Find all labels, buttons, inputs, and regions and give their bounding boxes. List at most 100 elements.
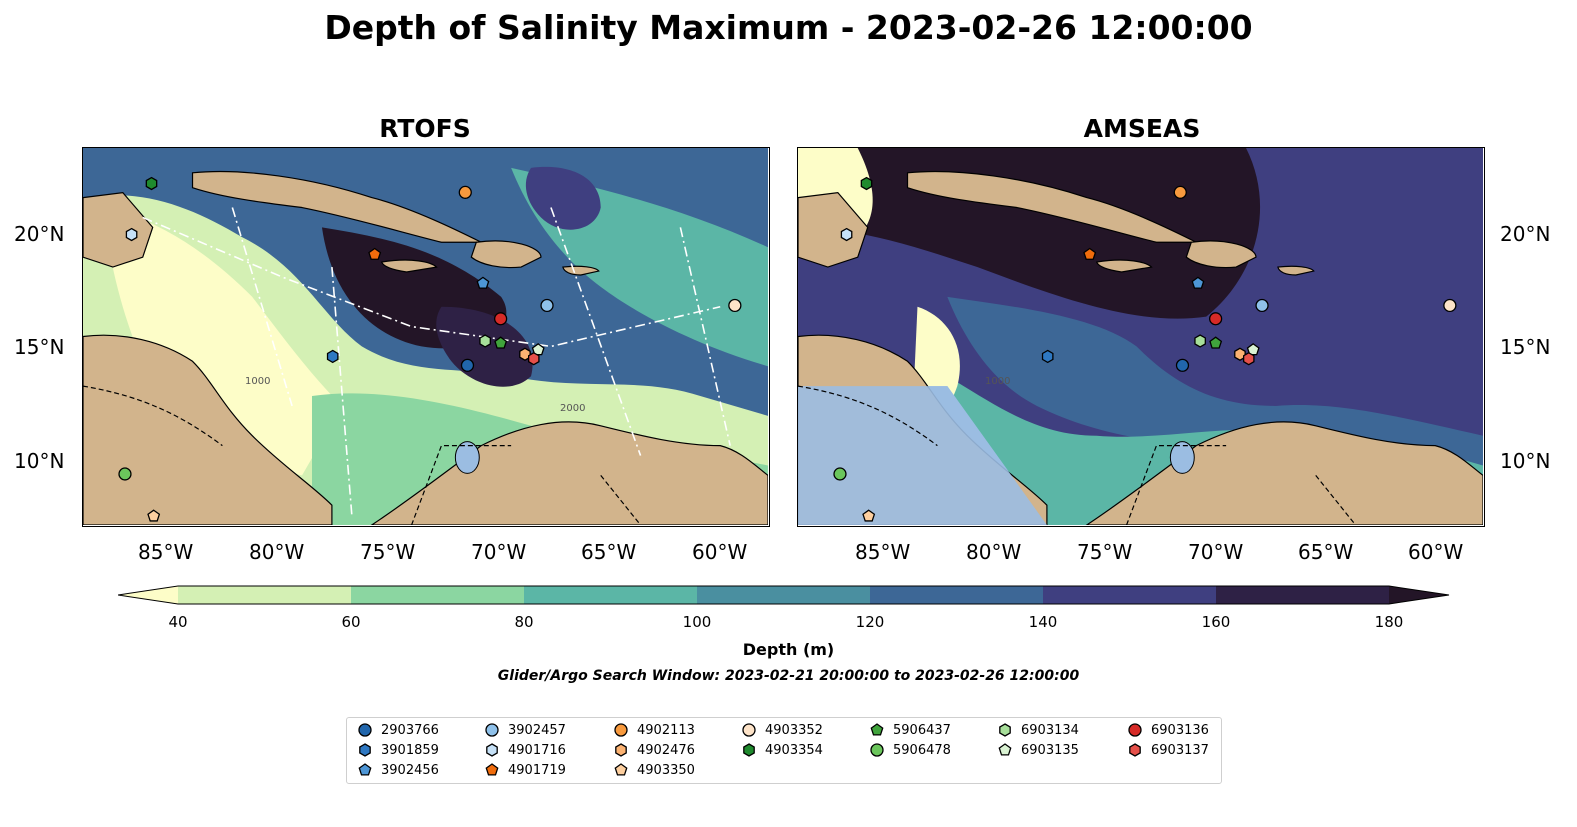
- lon-tick-60w: 60°W: [692, 540, 748, 564]
- land-hispaniola: [1185, 240, 1257, 269]
- lat-tick-15n-right: 15°N: [1500, 335, 1551, 359]
- float-marker-3902456: [476, 276, 490, 289]
- lat-tick-20n-right: 20°N: [1500, 222, 1551, 246]
- land-puerto-rico: [1277, 265, 1315, 276]
- colorbar-title: Depth (m): [742, 640, 835, 659]
- country-boundaries: [798, 385, 1357, 525]
- colorbar-tick: 100: [682, 613, 712, 631]
- legend-label: 4903354: [765, 742, 823, 758]
- land-yucatan: [798, 192, 869, 268]
- legend-label: 6903137: [1151, 742, 1209, 758]
- figure-title: Depth of Salinity Maximum - 2023-02-26 1…: [324, 8, 1253, 47]
- legend-label: 4901719: [508, 762, 566, 778]
- float-marker-5906478: [118, 467, 132, 481]
- colorbar-band: [178, 586, 351, 604]
- pacific-overlay: [798, 386, 1047, 525]
- float-marker-4903354: [860, 176, 873, 191]
- land-puerto-rico: [562, 265, 600, 276]
- float-marker-4901719: [368, 247, 382, 260]
- legend-marker-hexagon-icon: [615, 743, 627, 757]
- float-marker-3902457: [540, 298, 554, 313]
- colorbar-tick: 40: [168, 613, 188, 631]
- float-marker-4902476: [1234, 347, 1246, 361]
- legend-marker-circle-icon: [870, 743, 884, 757]
- float-marker-4902113: [1173, 185, 1187, 199]
- float-markers-rtofs: [118, 176, 742, 522]
- legend-label: 2903766: [381, 722, 439, 738]
- legend-marker-hexagon-icon: [486, 743, 498, 757]
- float-marker-4903352: [728, 298, 742, 313]
- legend-label: 4903352: [765, 722, 823, 738]
- legend-label: 4901716: [508, 742, 566, 758]
- colorbar-tick: 80: [514, 613, 534, 631]
- contour-label: 2000: [560, 403, 586, 414]
- legend-marker-pentagon-icon: [485, 763, 499, 776]
- legend-marker-hexagon-icon: [1129, 743, 1141, 757]
- lon-tick-85w-amseas: 85°W: [855, 540, 911, 564]
- colorbar-outline: [117, 585, 1450, 605]
- float-marker-4903354: [145, 176, 158, 191]
- legend-label: 4902113: [637, 722, 695, 738]
- eez-boundaries: [142, 207, 731, 516]
- legend-item: 6903136: [1127, 722, 1209, 738]
- legend-label: 3901859: [381, 742, 439, 758]
- map-rtofs: [82, 147, 770, 527]
- float-marker-6903136: [494, 312, 508, 326]
- land-hispaniola: [470, 240, 542, 269]
- float-marker-3902457: [1255, 298, 1269, 313]
- float-marker-2903766: [460, 358, 475, 372]
- contour-label: 1000: [985, 376, 1011, 387]
- legend-item: 6903135: [997, 742, 1079, 758]
- lat-tick-10n-right: 10°N: [1500, 449, 1551, 473]
- legend-label: 5906437: [893, 722, 951, 738]
- float-legend: 2903766 3901859 3902456 3902457 4901716 49017…: [346, 717, 1222, 784]
- legend-item: 2903766: [357, 722, 439, 738]
- lat-tick-15n: 15°N: [14, 335, 65, 359]
- colorbar-high-extension: [1389, 586, 1449, 604]
- float-marker-5906478: [833, 467, 847, 481]
- lon-tick-75w: 75°W: [360, 540, 416, 564]
- legend-item: 5906437: [869, 722, 951, 738]
- legend-marker-pentagon-icon: [614, 763, 628, 776]
- colorbar-low-extension: [118, 586, 178, 604]
- float-marker-4901716: [125, 227, 138, 242]
- float-marker-6903136: [1209, 312, 1223, 326]
- float-marker-4902476: [519, 347, 531, 361]
- legend-marker-circle-icon: [485, 723, 499, 737]
- lon-tick-65w-amseas: 65°W: [1298, 540, 1354, 564]
- float-marker-6903137: [528, 352, 540, 366]
- colorbar-tick: 140: [1028, 613, 1058, 631]
- legend-marker-hexagon-icon: [999, 723, 1011, 737]
- lon-tick-80w: 80°W: [249, 540, 305, 564]
- legend-marker-pentagon-icon: [998, 743, 1012, 756]
- colorbar-band: [1216, 586, 1389, 604]
- colorbar-band: [870, 586, 1043, 604]
- lake-maracaibo: [1169, 441, 1195, 474]
- float-marker-2903766: [1175, 358, 1190, 372]
- colorbar-tick: 180: [1374, 613, 1404, 631]
- land-jamaica: [380, 259, 438, 273]
- panel-title-rtofs: RTOFS: [379, 114, 471, 143]
- float-marker-4902113: [458, 185, 472, 199]
- legend-item: 6903134: [997, 722, 1079, 738]
- float-marker-5906437: [494, 336, 508, 349]
- float-marker-6903134: [479, 334, 491, 348]
- legend-item: 4901719: [484, 762, 566, 778]
- land-south-america: [370, 421, 768, 525]
- colorbar-band: [524, 586, 697, 604]
- legend-item: 4903352: [741, 722, 823, 738]
- float-marker-3901859: [1041, 349, 1054, 364]
- colorbar-band: [351, 586, 524, 604]
- legend-label: 4903350: [637, 762, 695, 778]
- country-boundaries: [83, 385, 642, 525]
- float-marker-3902456: [1191, 276, 1205, 289]
- legend-item: 4903354: [741, 742, 823, 758]
- colorbar-band: [697, 586, 870, 604]
- legend-label: 4902476: [637, 742, 695, 758]
- legend-item: 3902457: [484, 722, 566, 738]
- legend-marker-circle-icon: [358, 723, 372, 737]
- search-window-subtitle: Glider/Argo Search Window: 2023-02-21 20…: [497, 668, 1080, 684]
- legend-label: 3902457: [508, 722, 566, 738]
- legend-item: 4902113: [613, 722, 695, 738]
- land-jamaica: [1095, 259, 1153, 273]
